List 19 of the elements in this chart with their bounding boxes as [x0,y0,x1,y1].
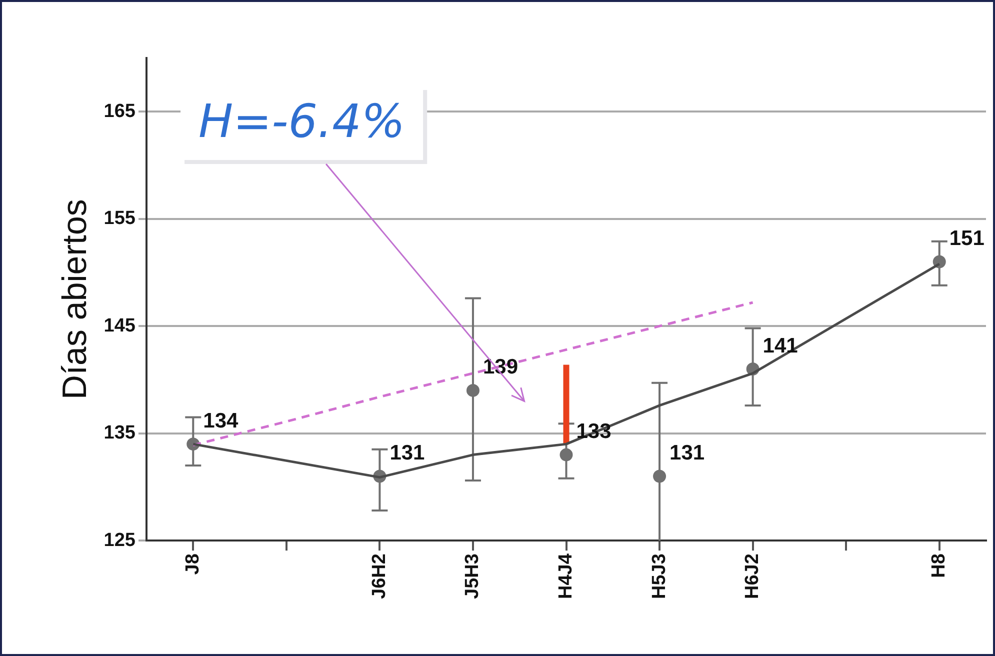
x-tick-label: H4J4 [555,553,576,599]
x-tick-label: H6J2 [742,554,764,599]
data-label: 131 [390,442,426,465]
data-label: 141 [762,334,798,358]
y-tick-label: 155 [104,208,136,230]
y-axis-title: Días abiertos [56,199,94,400]
data-label: 151 [949,227,985,250]
y-tick-label: 165 [104,100,136,122]
data-label: 131 [670,442,705,465]
x-tick-label: J6H2 [368,554,390,599]
y-tick-label: 145 [104,315,136,336]
x-tick-label: J5H3 [462,554,484,599]
data-label: 134 [203,409,238,432]
annotation: H=-6.4% [198,94,406,148]
y-tick-label: 135 [104,422,136,444]
x-tick-label: H8 [928,554,950,578]
y-tick-label: 125 [104,530,136,551]
x-tick-label: J8 [182,554,204,575]
x-tick-label: H5J3 [648,554,670,599]
